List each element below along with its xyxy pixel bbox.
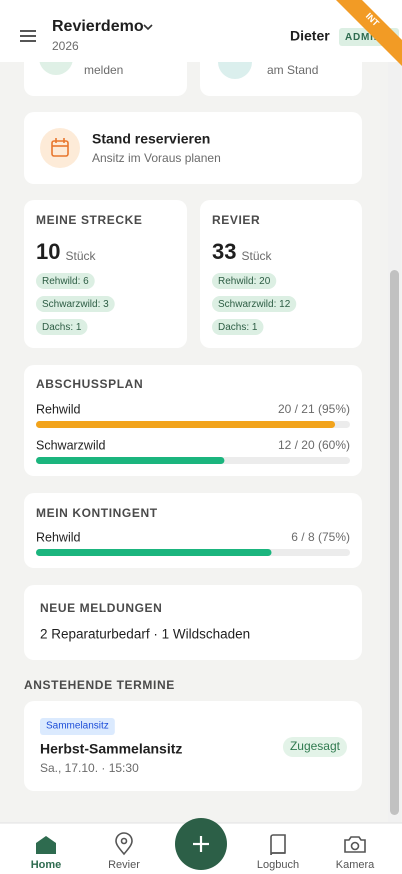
chip-label: Schwarzwild: 3 [42,299,109,310]
ribbon [336,0,402,66]
event-date: Sa., 17.10. · 15:30 [40,761,139,775]
chip-label: Rehwild: 6 [42,276,89,287]
section-title: MEIN KONTINGENT [36,506,158,520]
nav-label: Home [31,859,62,871]
chip [212,319,264,335]
app-title[interactable]: Revierdemo [52,18,144,35]
home-icon [36,836,56,854]
chip [36,273,95,289]
quick-label: melden [84,63,123,77]
scroll-thumb[interactable] [390,270,399,815]
chip [36,296,115,312]
nav-label: Kamera [336,859,375,871]
stats-unit: Stück [65,249,96,263]
camera-icon [344,836,366,853]
row-value: 12 / 20 (60%) [278,438,350,452]
section-title: ABSCHUSSPLAN [36,377,143,391]
event-tag: Sammelansitz [46,721,109,732]
row-value: 6 / 8 (75%) [291,530,350,544]
chip [36,319,88,335]
row-name: Schwarzwild [36,438,106,452]
plan-card [24,365,362,476]
chip [212,296,297,312]
stats-unit: Stück [241,249,272,263]
stats-title: REVIER [212,213,260,227]
progress-fill [36,421,336,428]
progress-fill [36,457,225,464]
book-icon [270,834,286,856]
row-name: Rehwild [36,530,81,544]
chip-label: Schwarzwild: 12 [218,299,291,310]
chip-label: Dachs: 1 [42,322,82,333]
plus-icon [193,836,209,852]
section-title: NEUE MELDUNGEN [40,601,162,615]
row-name: Rehwild [36,402,81,416]
progress-fill [36,549,272,556]
reports-text: 2 Reparaturbedarf · 1 Wildschaden [40,627,250,642]
event-status: Zugesagt [290,739,341,753]
row-value: 20 / 21 (95%) [278,402,350,416]
app-subtitle: 2026 [52,39,79,53]
event-tag-bg [40,718,115,735]
chip [212,273,277,289]
calendar-icon [51,138,69,157]
header [0,0,402,62]
chevron [143,24,153,31]
event-status-bg [282,737,347,757]
section-title: ANSTEHENDE TERMINE [24,678,175,692]
chip-label: Dachs: 1 [218,322,258,333]
quick-label: am Stand [267,63,318,77]
reserve-subtitle: Ansitz im Voraus planen [92,151,221,165]
nav-label: Logbuch [257,859,299,871]
reserve-card[interactable] [24,112,362,184]
event-title: Herbst-Sammelansitz [40,741,182,757]
chip-label: Rehwild: 20 [218,276,271,287]
stats-count: 10 [36,239,60,264]
role-label: ADMIN [345,32,382,43]
stats-count: 33 [212,239,236,264]
user-name: Dieter [290,28,330,44]
reserve-title: Stand reservieren [92,131,210,147]
menu-icon[interactable] [20,30,36,42]
icon-bg [40,128,80,168]
reports-card[interactable] [24,585,362,660]
pin-icon [115,832,133,856]
nav-label: Revier [108,859,140,871]
stats-title: MEINE STRECKE [36,213,142,227]
